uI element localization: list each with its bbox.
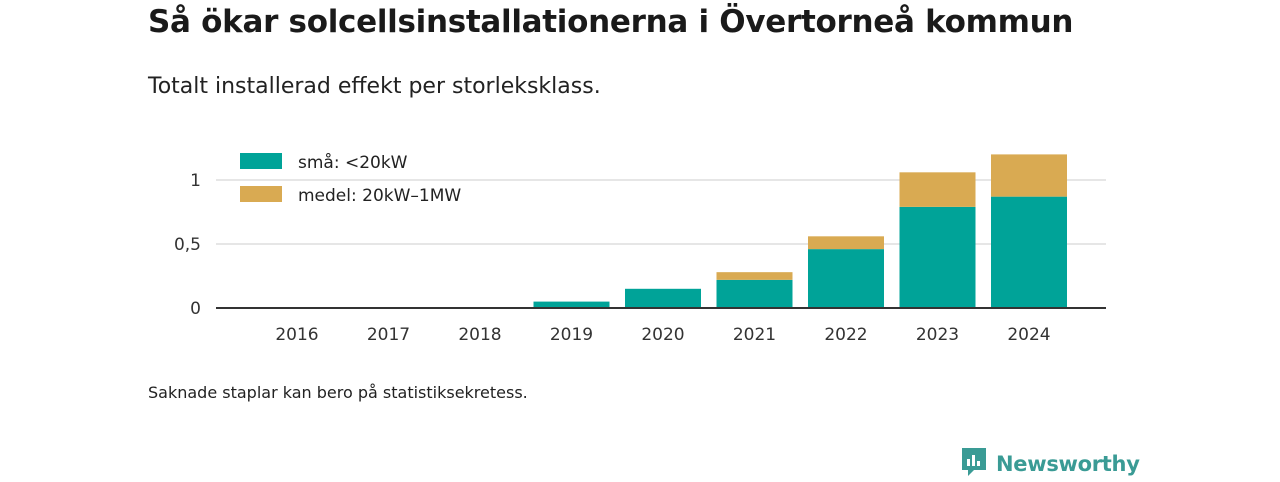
bars [533,154,1067,308]
bar-segment-sma-2022 [808,249,884,308]
bar-segment-medel-2022 [808,236,884,250]
bar-segment-medel-2023 [899,172,976,207]
y-tick-label: 0 [190,299,201,319]
bar-chart: 0 0,5 1 2016 2017 2018 2019 2020 2021 2022 2023 202… [173,148,1106,345]
legend-swatch [240,153,282,169]
x-tick-label: 2016 [275,325,318,345]
x-tick-label: 2020 [641,325,684,345]
logo-text: Newsworthy [996,452,1140,476]
x-tick-label: 2021 [733,325,776,345]
newsworthy-logo[interactable]: Newsworthy [960,446,1140,482]
footnote: Saknade staplar kan bero på statistiksek… [148,383,528,402]
x-tick-label: 2022 [824,325,867,345]
bar-segment-sma-2024 [991,196,1067,308]
bar-segment-sma-2019 [533,301,610,308]
newsworthy-logo-icon [960,446,988,482]
x-tick-label: 2024 [1007,325,1050,345]
legend-swatch [240,186,282,202]
y-tick-label: 1 [190,171,201,191]
x-tick-label: 2017 [367,325,410,345]
legend: små: <20kW medel: 20kW–1MW [230,148,486,211]
bar-segment-sma-2020 [625,288,701,308]
x-tick-label: 2023 [916,325,959,345]
chart-title: Så ökar solcellsinstallationerna i Övert… [148,4,1074,40]
x-tick-label: 2018 [458,325,501,345]
bar-segment-medel-2021 [716,272,793,280]
legend-label: små: <20kW [298,152,408,173]
bar-segment-sma-2021 [716,279,793,308]
axes: 0 0,5 1 2016 2017 2018 2019 2020 2021 2022 2023 202… [174,171,1106,345]
legend-label: medel: 20kW–1MW [298,186,461,206]
bar-segment-sma-2023 [899,206,976,308]
y-tick-label: 0,5 [174,235,201,255]
chart-subtitle: Totalt installerad effekt per storlekskl… [148,74,601,99]
bar-segment-medel-2024 [991,154,1067,197]
x-tick-label: 2019 [550,325,593,345]
